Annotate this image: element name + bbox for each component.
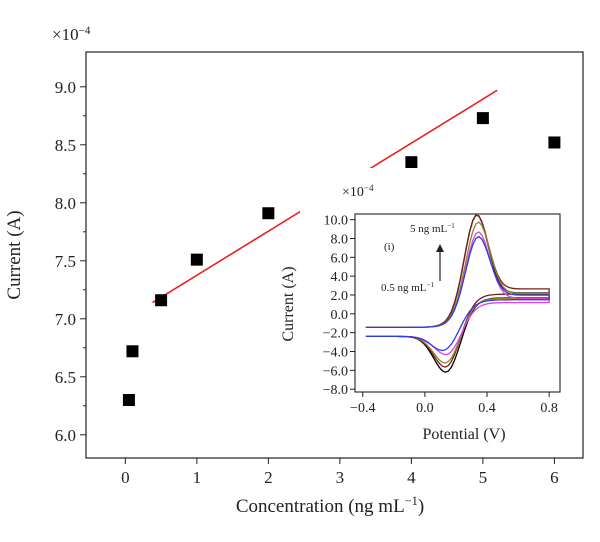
inset-y-tick-label-3: −2.0 — [323, 327, 348, 342]
data-point-7 — [548, 136, 561, 149]
main-y-tick-label-6: 9.0 — [55, 78, 76, 97]
main-axis-ticks: 0 1 2 3 4 5 6 6.0 6.5 7.0 7.5 8.0 8.5 9.0 — [55, 78, 559, 487]
inset-y-tick-label-6: 4.0 — [331, 270, 349, 285]
inset-y-tick-label-5: 2.0 — [331, 289, 349, 304]
main-x-tick-label-1: 1 — [193, 468, 202, 487]
inset-y-tick-label-0: −8.0 — [323, 383, 348, 398]
data-point-1 — [126, 345, 139, 358]
main-y-tick-label-0: 6.0 — [55, 426, 76, 445]
main-x-tick-label-6: 6 — [550, 468, 559, 487]
main-x-tick-label-5: 5 — [479, 468, 488, 487]
data-point-6 — [476, 112, 489, 125]
main-x-axis-label: Concentration (ng mL−1) — [236, 494, 424, 517]
inset-y-tick-label-2: −4.0 — [323, 346, 348, 361]
inset-y-tick-label-7: 6.0 — [331, 251, 349, 266]
inset-x-tick-label-1: 0.0 — [416, 401, 434, 416]
main-x-tick-label-3: 3 — [336, 468, 345, 487]
inset-arrow — [436, 244, 444, 281]
main-y-tick-label-5: 8.5 — [55, 136, 76, 155]
data-point-0 — [122, 394, 135, 406]
data-point-3 — [190, 253, 203, 266]
inset-axis-ticks: −0.4 0.0 0.4 0.8 −8.0 −6.0 −4.0 −2.0 0.0 2.0 4.0 6.… — [323, 214, 558, 416]
main-x-tick-label-4: 4 — [407, 468, 416, 487]
main-y-axis-label: Current (A) — [4, 210, 25, 299]
inset-x-tick-label-0: −0.4 — [350, 401, 375, 416]
inset-y-tick-label-9: 10.0 — [324, 214, 349, 229]
inset-y-tick-label-8: 8.0 — [331, 232, 349, 247]
main-y-tick-label-4: 8.0 — [55, 194, 76, 213]
inset-x-axis-label: Potential (V) — [422, 426, 505, 443]
data-point-4 — [262, 207, 275, 220]
inset-panel-label: (i) — [384, 241, 395, 253]
data-point-2 — [155, 294, 168, 307]
inset-x-tick-label-3: 0.8 — [540, 401, 558, 416]
main-y-tick-label-1: 6.5 — [55, 368, 76, 387]
inset-annotation-top: 5 ng mL−1 — [410, 222, 455, 235]
inset-y-tick-label-1: −6.0 — [323, 364, 348, 379]
inset-annotation-bottom: 0.5 ng mL−1 — [381, 281, 435, 294]
cv-curve-4 — [365, 235, 550, 352]
main-y-multiplier: ×10−4 — [52, 25, 91, 44]
main-y-tick-label-2: 7.0 — [55, 310, 76, 329]
inset-plot-frame — [354, 213, 561, 393]
main-y-tick-label-3: 7.5 — [55, 252, 76, 271]
main-x-tick-label-0: 0 — [121, 468, 130, 487]
inset-x-tick-label-2: 0.4 — [478, 401, 496, 416]
inset-y-axis-label: Current (A) — [280, 266, 297, 341]
main-x-tick-label-2: 2 — [264, 468, 273, 487]
inset-y-tick-label-4: 0.0 — [331, 308, 349, 323]
main-plot-frame — [85, 51, 584, 459]
data-point-5 — [405, 156, 418, 169]
inset-plot-marks — [365, 214, 550, 373]
